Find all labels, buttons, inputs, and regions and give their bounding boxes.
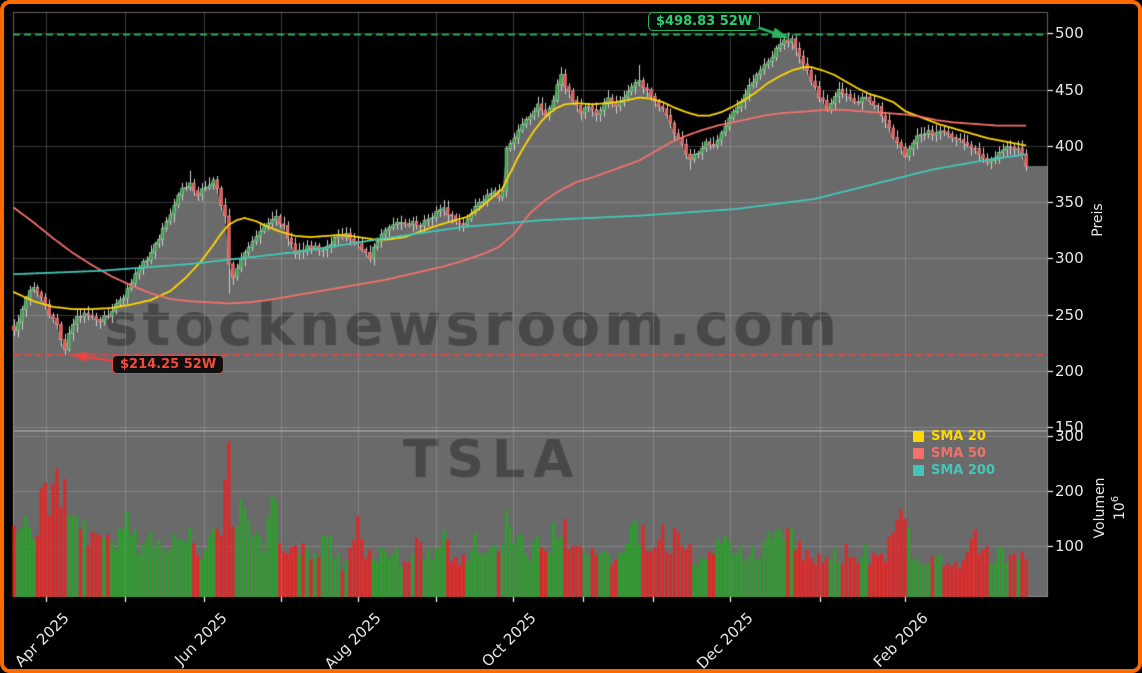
sma-legend: SMA 20 SMA 50 SMA 200: [913, 428, 995, 479]
legend-item-sma-200: SMA 200: [913, 462, 995, 479]
legend-item-sma-20: SMA 20: [913, 428, 995, 445]
legend-label: SMA 50: [931, 446, 986, 461]
price-tick-label: 200: [1055, 361, 1084, 380]
legend-swatch-icon: [913, 431, 924, 442]
high-52w-annotation: $498.83 52W: [648, 12, 761, 31]
volume-tick-label: 200: [1055, 481, 1084, 500]
price-tick-label: 350: [1055, 193, 1084, 212]
price-tick-label: 450: [1055, 80, 1084, 99]
price-tick-label: 500: [1055, 24, 1084, 43]
price-tick-label: 300: [1055, 249, 1084, 268]
legend-swatch-icon: [913, 465, 924, 476]
volume-tick-label: 100: [1055, 536, 1084, 555]
legend-item-sma-50: SMA 50: [913, 445, 995, 462]
legend-label: SMA 200: [931, 463, 996, 478]
price-axis-title: Preis: [1090, 203, 1106, 237]
low-52w-annotation: $214.25 52W: [112, 355, 225, 374]
price-tick-label: 400: [1055, 136, 1084, 155]
legend-label: SMA 20: [931, 429, 986, 444]
legend-swatch-icon: [913, 448, 924, 459]
volume-axis-title: Volumen: [1092, 477, 1108, 539]
volume-tick-label: 300: [1055, 426, 1084, 445]
volume-axis-exponent: 106: [1110, 495, 1128, 521]
price-tick-label: 250: [1055, 305, 1084, 324]
price-tick-label: 150: [1055, 418, 1084, 437]
